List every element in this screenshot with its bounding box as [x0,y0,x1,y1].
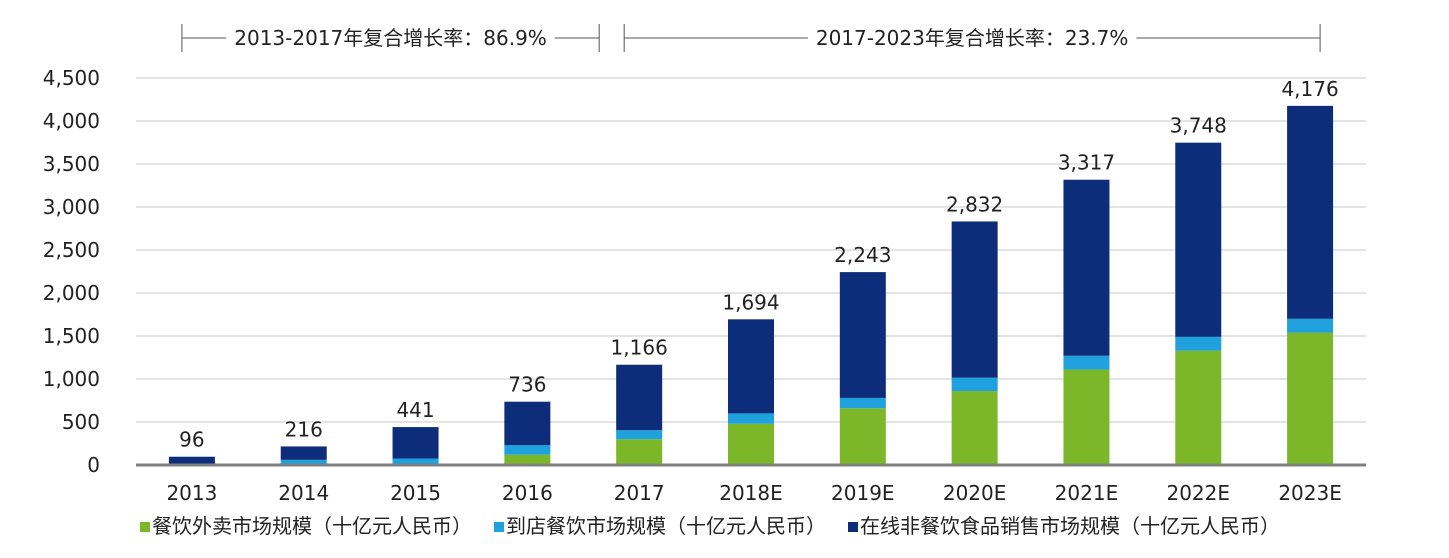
x-tick-label: 2019E [831,481,895,505]
y-tick-label: 500 [62,410,100,434]
bar-segment-series-2 [1287,318,1334,333]
bar-total-label: 2,832 [946,192,1003,216]
x-tick-label: 2016 [502,481,553,505]
bar-total-label: 1,166 [611,336,668,360]
bar-segment-series-2 [504,445,551,455]
y-tick-label: 4,500 [43,66,100,90]
legend-swatch [494,522,504,532]
x-tick-label: 2021E [1055,481,1119,505]
bar-segment-series-3 [504,401,551,446]
bar-total-label: 736 [508,373,546,397]
x-tick-label: 2020E [943,481,1007,505]
bar-segment-series-3 [1063,179,1110,356]
bar-segment-series-2 [839,397,886,409]
bar-segment-series-1 [1063,369,1110,465]
bar-segment-series-3 [1175,142,1222,337]
x-tick-label: 2022E [1166,481,1230,505]
y-tick-label: 3,500 [43,152,100,176]
bar-total-label: 3,748 [1170,114,1227,138]
bar-total-label: 2,243 [834,243,891,267]
bar-segment-series-3 [280,446,327,460]
bar-segment-series-1 [839,408,886,465]
bar-segment-series-2 [1175,336,1222,351]
bar-segment-series-1 [1175,350,1222,465]
bar-segment-series-2 [728,413,774,424]
legend-swatch [140,522,150,532]
y-tick-label: 1,000 [43,367,100,391]
bar-total-label: 1,694 [722,290,779,314]
legend-label: 到店餐饮市场规模（十亿元人民币） [506,514,826,538]
y-tick-label: 0 [87,453,100,477]
bar-segment-series-1 [1287,332,1334,465]
cagr-annotation: 2013-2017年复合增长率：86.9% [234,26,547,50]
bar-segment-series-1 [728,423,774,465]
legend-label: 在线非餐饮食品销售市场规模（十亿元人民币） [860,514,1280,538]
bar-segment-series-3 [1287,105,1334,319]
y-tick-label: 2,000 [43,281,100,305]
y-tick-label: 1,500 [43,324,100,348]
bar-segment-series-3 [168,456,215,464]
legend-swatch [848,522,858,532]
bar-segment-series-1 [504,454,551,465]
bar-total-label: 96 [179,428,204,452]
bar-segment-series-1 [951,391,998,465]
bar-segment-series-2 [951,377,998,392]
bar-segment-series-3 [728,319,774,414]
bar-total-label: 3,317 [1058,151,1115,175]
bar-segment-series-2 [616,430,663,440]
bar-segment-series-3 [839,272,886,398]
legend-label: 餐饮外卖市场规模（十亿元人民币） [152,514,472,538]
x-tick-label: 2018E [719,481,783,505]
bar-segment-series-3 [951,221,998,378]
y-tick-label: 3,000 [43,195,100,219]
y-tick-label: 2,500 [43,238,100,262]
bar-segment-series-3 [616,364,663,431]
bar-total-label: 216 [285,417,323,441]
bar-segment-series-1 [616,439,663,465]
x-tick-label: 2023E [1278,481,1342,505]
bar-total-label: 441 [396,398,434,422]
bar-segment-series-2 [280,459,327,465]
bar-segment-series-2 [392,458,439,465]
x-tick-label: 2015 [390,481,441,505]
x-tick-label: 2013 [166,481,217,505]
x-tick-label: 2014 [278,481,329,505]
x-tick-label: 2017 [614,481,665,505]
cagr-annotation: 2017-2023年复合增长率：23.7% [816,26,1129,50]
bar-segment-series-3 [392,427,439,459]
y-tick-label: 4,000 [43,109,100,133]
bar-total-label: 4,176 [1281,77,1338,101]
bar-segment-series-2 [1063,355,1110,370]
